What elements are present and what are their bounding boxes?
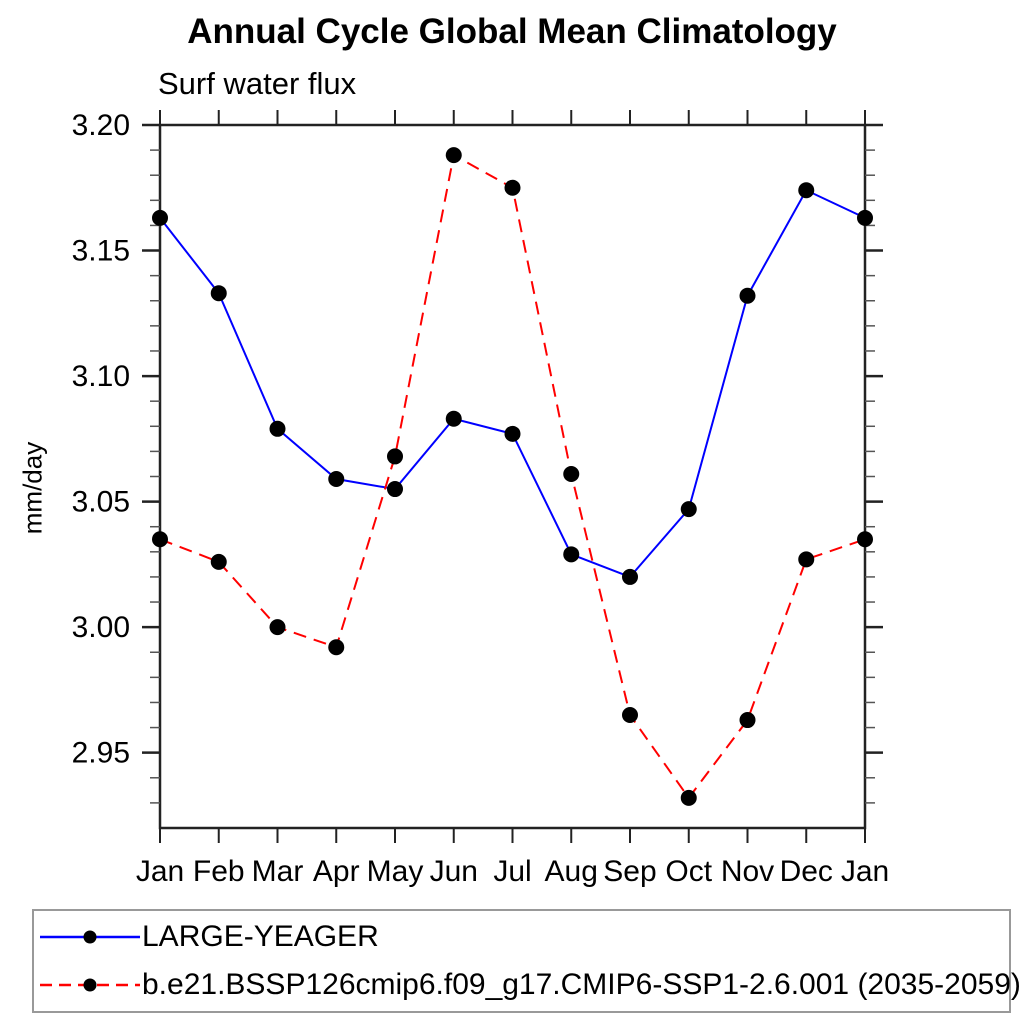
x-tick-label: Jan [841,855,889,888]
data-point-marker [328,471,345,488]
x-tick-label: Apr [313,855,360,888]
legend-label: LARGE-YEAGER [142,920,379,953]
x-tick-label: Oct [665,855,712,888]
data-point-marker [269,420,286,437]
data-point-marker [798,182,815,199]
data-point-marker [210,285,227,302]
x-tick-label: Nov [721,855,774,888]
data-point-marker [739,287,756,304]
data-point-marker [387,481,403,498]
data-point-marker [622,707,638,724]
data-point-marker [210,553,227,570]
data-point-marker [622,568,638,585]
data-point-marker [328,639,345,656]
series-line-1 [159,153,866,800]
data-point-marker [857,209,873,226]
data-point-marker [563,546,580,563]
data-point-marker [504,425,521,442]
chart-subtitle: Surf water flux [158,66,357,101]
y-tick-label: 3.20 [72,109,130,142]
x-tick-label: Jun [430,855,478,888]
legend-item: b.e21.BSSP126cmip6.f09_g17.CMIP6-SSP1-2.… [38,964,1021,1006]
y-tick-label: 3.05 [72,486,130,519]
x-tick-label: Jan [136,855,184,888]
data-point-marker [739,712,756,729]
x-tick-label: May [367,855,424,888]
chart-title: Annual Cycle Global Mean Climatology [187,12,837,51]
legend-line-sample-dashed [40,978,140,992]
x-tick-label: Jul [493,855,531,888]
legend-label: b.e21.BSSP126cmip6.f09_g17.CMIP6-SSP1-2.… [142,968,1021,1001]
y-tick-label: 3.10 [72,360,130,393]
data-point-marker [680,789,697,806]
data-point-marker [857,531,873,548]
x-tick-label: Dec [780,855,833,888]
data-point-marker [680,501,697,518]
legend: LARGE-YEAGER b.e21.BSSP126cmip6.f09_g17.… [32,909,1021,1013]
data-point-marker [269,619,286,636]
data-point-marker [798,551,815,568]
data-point-marker [445,147,462,164]
x-tick-label: Mar [252,855,304,888]
y-tick-label: 2.95 [72,737,130,770]
data-point-marker [563,465,580,482]
data-point-marker [387,448,403,465]
plot-frame [158,123,867,830]
x-tick-label: Aug [545,855,598,888]
legend-line-sample-solid [40,930,140,944]
y-tick-label: 3.00 [72,611,130,644]
x-tick-label: Sep [603,855,656,888]
data-point-marker [152,531,168,548]
series-line-0 [159,188,866,579]
x-tick-label: Feb [193,855,245,888]
data-point-marker [504,179,521,196]
legend-item: LARGE-YEAGER [38,916,1009,958]
data-point-marker [445,410,462,427]
y-tick-label: 3.15 [72,235,130,268]
data-point-marker [152,209,168,226]
